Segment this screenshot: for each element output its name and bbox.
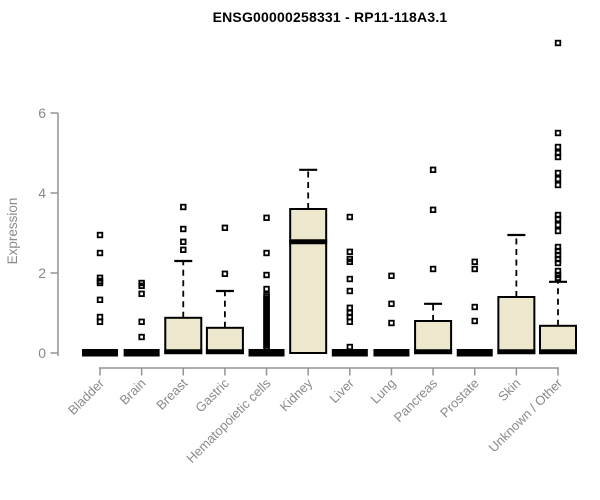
x-category-label: Gastric: [192, 375, 232, 415]
outlier-point: [554, 259, 562, 267]
boxplot-group-lung: Lung: [368, 272, 410, 407]
x-category-label: Unknown / Other: [486, 375, 566, 455]
flat-box: [248, 349, 285, 357]
iqr-box: [164, 316, 203, 354]
outlier-point: [346, 343, 354, 351]
flat-box: [331, 349, 368, 357]
outlier-point: [346, 275, 354, 283]
outlier-point: [263, 249, 270, 257]
outlier-point: [471, 303, 478, 311]
outlier-point: [554, 143, 562, 151]
outlier-point: [180, 238, 187, 245]
outlier-point: [471, 265, 478, 273]
y-tick-label: 0: [38, 345, 46, 361]
outlier-point: [263, 345, 270, 353]
outlier-point: [554, 181, 562, 189]
outlier-point: [96, 318, 104, 325]
boxplot-group-brain: Brain: [117, 279, 160, 408]
outlier-point: [429, 206, 437, 213]
boxplot-group-kidney: Kidney: [277, 168, 328, 414]
x-category-label: Liver: [326, 375, 357, 406]
outlier-point: [180, 246, 187, 253]
outlier-point: [138, 282, 145, 289]
boxplot-group-skin: Skin: [495, 233, 536, 404]
outlier-point: [346, 287, 354, 295]
outlier-point: [263, 271, 270, 279]
outlier-point: [180, 225, 187, 233]
outlier-point: [429, 265, 437, 273]
outlier-point: [388, 319, 395, 327]
iqr-box: [289, 208, 328, 354]
chart-title: ENSG00000258331 - RP11-118A3.1: [212, 9, 448, 25]
outlier-point: [346, 248, 354, 255]
outlier-point: [346, 318, 354, 325]
outlier-point: [138, 333, 145, 341]
outlier-point: [554, 221, 562, 229]
outlier-point: [554, 39, 562, 47]
outlier-point: [221, 224, 229, 231]
outlier-point: [96, 296, 104, 303]
outlier-point: [346, 304, 354, 311]
boxplot-group-liver: Liver: [326, 213, 368, 406]
iqr-box: [414, 320, 453, 354]
outlier-point: [388, 300, 395, 307]
boxplot-group-breast: Breast: [153, 203, 203, 413]
outlier-point: [554, 215, 562, 223]
flat-box: [123, 349, 160, 357]
x-category-label: Bladder: [65, 375, 108, 418]
iqr-box: [497, 296, 536, 354]
x-category-label: Lung: [368, 376, 399, 407]
y-tick-label: 2: [38, 265, 46, 281]
outlier-point: [346, 213, 354, 221]
flat-box: [456, 349, 493, 357]
outlier-point: [554, 129, 562, 137]
outlier-point: [96, 249, 104, 257]
outlier-point: [554, 274, 562, 281]
outlier-point: [180, 203, 187, 211]
x-category-label: Brain: [117, 376, 149, 408]
outlier-point: [263, 285, 270, 293]
outlier-point: [221, 270, 229, 277]
outlier-point: [138, 318, 145, 325]
boxplot-group-pancreas: Pancreas: [391, 166, 453, 425]
x-category-label: Kidney: [277, 375, 316, 414]
outlier-point: [96, 231, 104, 239]
x-category-label: Skin: [495, 376, 523, 404]
outlier-point: [138, 290, 145, 297]
outlier-point: [429, 166, 437, 173]
outlier-point: [471, 317, 478, 325]
outlier-point: [96, 279, 104, 287]
y-tick-label: 4: [38, 185, 46, 201]
outlier-point: [554, 175, 562, 183]
outlier-point: [346, 258, 354, 265]
outlier-point: [554, 153, 562, 161]
flat-box: [373, 349, 410, 357]
outlier-point: [554, 169, 562, 177]
y-tick-label: 6: [38, 105, 46, 121]
outlier-point: [471, 258, 478, 265]
x-category-label: Pancreas: [391, 375, 441, 425]
x-category-label: Breast: [153, 375, 190, 412]
iqr-box: [539, 324, 577, 354]
x-category-label: Prostate: [437, 376, 482, 421]
boxplot-group-bladder: Bladder: [65, 231, 118, 418]
flat-box: [82, 349, 118, 357]
outlier-point: [554, 227, 562, 235]
outlier-point: [263, 214, 270, 221]
outlier-point: [388, 272, 395, 279]
iqr-box: [205, 326, 244, 354]
